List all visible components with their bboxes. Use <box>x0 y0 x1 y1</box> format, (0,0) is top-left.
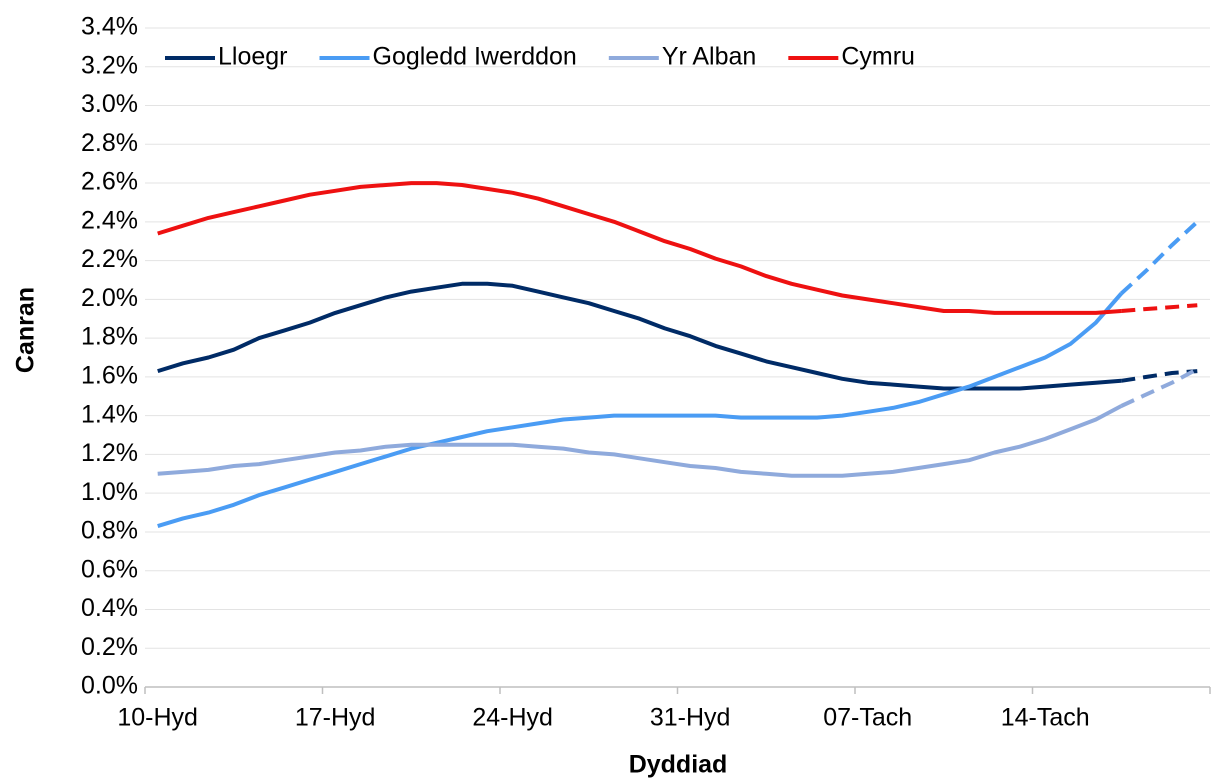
y-tick-label: 0.8% <box>81 517 138 545</box>
x-tick-label: 14-Tach <box>1001 704 1090 732</box>
series-line <box>157 404 1123 478</box>
legend-label: Gogledd Iwerddon <box>373 43 577 71</box>
legend-label: Cymru <box>841 43 915 71</box>
series-line-projection <box>1121 303 1198 313</box>
y-tick-label: 3.0% <box>81 90 138 118</box>
y-tick-label: 2.6% <box>81 168 138 196</box>
series-line-projection <box>1119 220 1199 295</box>
x-tick-label: 31-Hyd <box>650 704 731 732</box>
x-axis-title: Dyddiad <box>629 751 728 779</box>
y-tick-label: 2.0% <box>81 284 138 312</box>
y-tick-label: 1.2% <box>81 439 138 467</box>
x-tick-label: 17-Hyd <box>295 704 376 732</box>
y-tick-label: 1.4% <box>81 400 138 428</box>
y-tick-label: 0.4% <box>81 594 138 622</box>
x-tick-label: 07-Tach <box>823 704 912 732</box>
series-line <box>157 292 1123 529</box>
y-tick-label: 0.2% <box>81 633 138 661</box>
y-tick-label: 3.4% <box>81 13 138 41</box>
y-tick-label: 2.2% <box>81 245 138 273</box>
y-tick-label: 1.6% <box>81 361 138 389</box>
y-tick-label: 2.8% <box>81 129 138 157</box>
series-line <box>157 181 1122 315</box>
y-tick-label: 3.2% <box>81 51 138 79</box>
series-line-projection <box>1120 367 1199 408</box>
y-axis-title: Canran <box>12 287 40 373</box>
x-tick-label: 24-Hyd <box>472 704 553 732</box>
y-tick-label: 0.0% <box>81 672 138 700</box>
y-tick-label: 0.6% <box>81 555 138 583</box>
series-line-projection <box>1120 369 1198 383</box>
y-tick-label: 1.0% <box>81 478 138 506</box>
legend-label: Yr Alban <box>662 43 757 71</box>
y-tick-label: 2.4% <box>81 206 138 234</box>
legend-label: Lloegr <box>218 43 288 71</box>
x-tick-label: 10-Hyd <box>117 704 198 732</box>
y-tick-label: 1.8% <box>81 323 138 351</box>
